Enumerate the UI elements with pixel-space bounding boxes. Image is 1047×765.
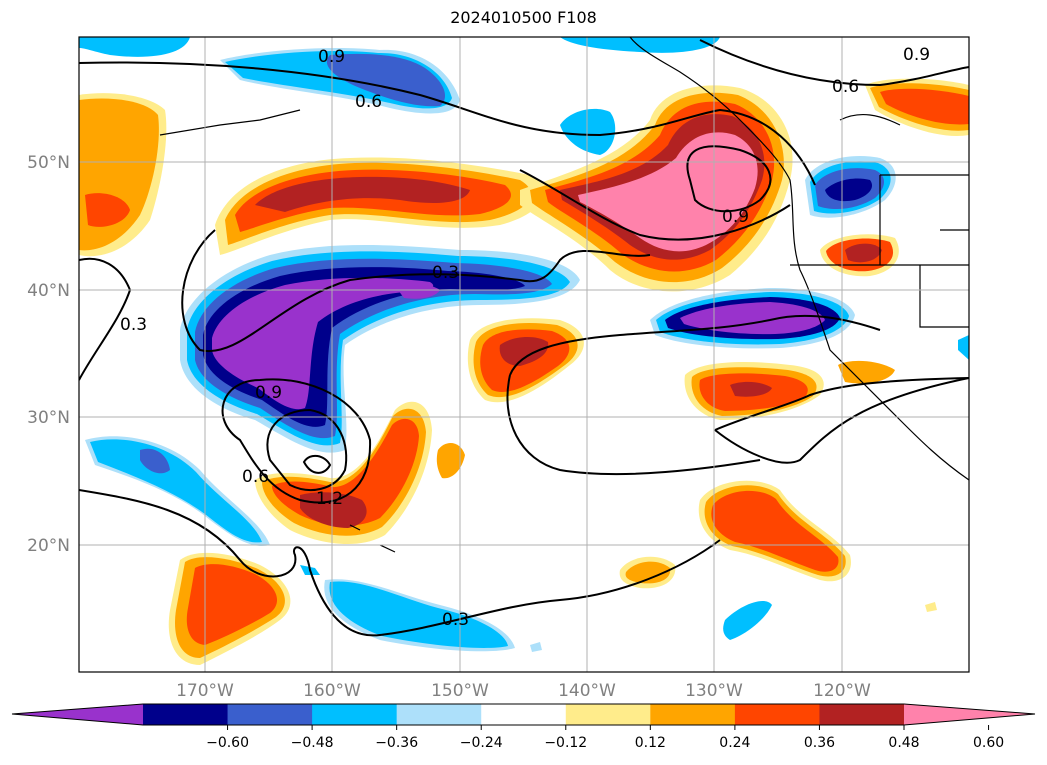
colorbar-segment bbox=[650, 704, 736, 725]
contour-label: 0.9 bbox=[722, 207, 749, 227]
contour-lines bbox=[79, 39, 969, 637]
coastlines bbox=[159, 37, 969, 553]
colorbar-tick-label: −0.12 bbox=[544, 735, 587, 751]
latitude-labels: 50°N 40°N 30°N 20°N bbox=[27, 153, 70, 556]
contour-label: 1.2 bbox=[316, 489, 343, 509]
map-title: 2024010500 F108 bbox=[450, 8, 597, 27]
longitude-labels: 170°W 160°W 150°W 140°W 130°W 120°W bbox=[176, 681, 871, 701]
colorbar-tick-label: 0.48 bbox=[888, 735, 919, 751]
colorbar-segment bbox=[227, 704, 313, 725]
colorbar-tick-label: −0.24 bbox=[460, 735, 503, 751]
lon-label: 160°W bbox=[303, 681, 361, 701]
contour-label: 0.6 bbox=[832, 77, 859, 97]
lat-label: 50°N bbox=[27, 153, 70, 173]
colorbar-tick-label: 0.12 bbox=[635, 735, 666, 751]
colorbar-tick-label: −0.60 bbox=[206, 735, 249, 751]
contour-label: 0.3 bbox=[432, 263, 459, 283]
colorbar-segment bbox=[143, 704, 229, 725]
colorbar-extend-low bbox=[12, 704, 143, 725]
colorbar-tick-label: −0.36 bbox=[375, 735, 418, 751]
lon-label: 140°W bbox=[558, 681, 616, 701]
lat-label: 30°N bbox=[27, 408, 70, 428]
contour-label: 0.6 bbox=[242, 467, 269, 487]
colorbar-tick-label: 0.24 bbox=[719, 735, 750, 751]
lat-label: 20°N bbox=[27, 536, 70, 556]
colorbar-segment bbox=[819, 704, 905, 725]
lat-label: 40°N bbox=[27, 281, 70, 301]
contour-labels: 0.9 0.6 0.6 0.9 0.9 0.3 0.3 0.9 0.6 1.2 … bbox=[120, 45, 930, 630]
contour-label: 0.3 bbox=[442, 610, 469, 630]
lon-label: 120°W bbox=[813, 681, 871, 701]
colorbar-segment bbox=[565, 704, 651, 725]
colorbar-tick-label: 0.60 bbox=[973, 735, 1004, 751]
contour-label: 0.6 bbox=[355, 92, 382, 112]
colorbar: −0.60 −0.48 −0.36 −0.24 −0.12 0.12 0.24 0.36 0.4… bbox=[11, 703, 1036, 751]
colorbar-segment bbox=[312, 704, 398, 725]
lon-label: 150°W bbox=[431, 681, 489, 701]
contour-label: 0.9 bbox=[255, 383, 282, 403]
lon-label: 130°W bbox=[685, 681, 743, 701]
lon-label: 170°W bbox=[176, 681, 234, 701]
colorbar-tick-label: −0.48 bbox=[291, 735, 334, 751]
contour-label: 0.9 bbox=[318, 47, 345, 67]
contour-label: 0.9 bbox=[903, 45, 930, 65]
colorbar-extend-high bbox=[904, 704, 1035, 725]
colorbar-tick-label: 0.36 bbox=[804, 735, 835, 751]
colorbar-segment bbox=[734, 704, 820, 725]
anomaly-field: 0.9 0.6 0.6 0.9 0.9 0.3 0.3 0.9 0.6 1.2 … bbox=[79, 37, 969, 672]
contour-label: 0.3 bbox=[120, 315, 147, 335]
graticule bbox=[79, 37, 969, 672]
colorbar-segment bbox=[396, 704, 482, 725]
colorbar-segment bbox=[481, 704, 567, 725]
colorbar-outline bbox=[11, 703, 1036, 726]
map-frame bbox=[78, 36, 970, 673]
